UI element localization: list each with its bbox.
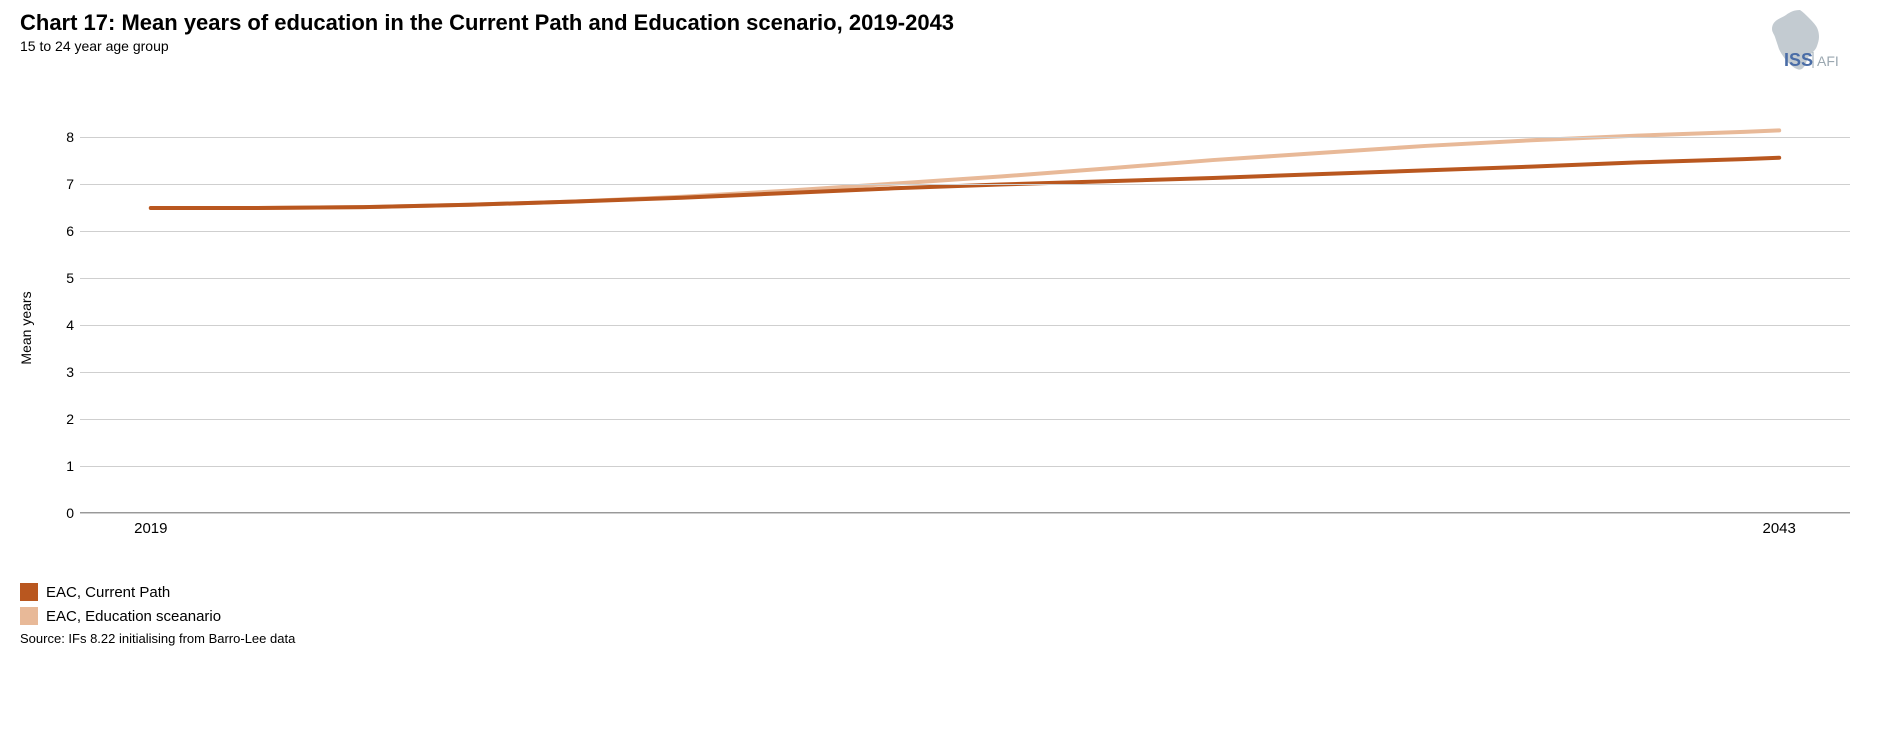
- legend: EAC, Current Path EAC, Education sceanari…: [20, 583, 1860, 625]
- plot-region: 01234567820192043: [80, 113, 1850, 513]
- grid-line: [80, 231, 1850, 232]
- grid-line: [80, 325, 1850, 326]
- legend-item: EAC, Current Path: [20, 583, 1860, 601]
- grid-line: [80, 466, 1850, 467]
- y-tick-label: 4: [54, 317, 74, 333]
- logo-text-iss: ISS: [1784, 50, 1813, 70]
- y-tick-label: 3: [54, 364, 74, 380]
- grid-line: [80, 278, 1850, 279]
- y-tick-label: 6: [54, 223, 74, 239]
- x-tick-label: 2019: [134, 520, 167, 537]
- source-text: Source: IFs 8.22 initialising from Barro…: [20, 631, 1860, 646]
- grid-line: [80, 184, 1850, 185]
- legend-swatch: [20, 607, 38, 625]
- header: Chart 17: Mean years of education in the…: [20, 10, 1860, 83]
- legend-label: EAC, Education sceanario: [46, 608, 221, 625]
- y-tick-label: 8: [54, 129, 74, 145]
- chart-subtitle: 15 to 24 year age group: [20, 38, 1750, 54]
- legend-swatch: [20, 583, 38, 601]
- chart-title: Chart 17: Mean years of education in the…: [20, 10, 1750, 36]
- title-block: Chart 17: Mean years of education in the…: [20, 10, 1750, 54]
- lines-svg: [80, 113, 1850, 513]
- y-tick-label: 7: [54, 176, 74, 192]
- y-tick-label: 1: [54, 458, 74, 474]
- y-tick-label: 0: [54, 505, 74, 521]
- iss-afi-logo: ISS AFI: [1750, 8, 1850, 83]
- legend-item: EAC, Education sceanario: [20, 607, 1860, 625]
- grid-line: [80, 419, 1850, 420]
- chart-area: Mean years 01234567820192043: [40, 113, 1860, 543]
- grid-line: [80, 513, 1850, 514]
- x-tick-label: 2043: [1763, 520, 1796, 537]
- grid-line: [80, 137, 1850, 138]
- y-tick-label: 2: [54, 411, 74, 427]
- grid-line: [80, 372, 1850, 373]
- y-tick-label: 5: [54, 270, 74, 286]
- legend-label: EAC, Current Path: [46, 584, 170, 601]
- series-line: [151, 130, 1779, 208]
- y-axis-label: Mean years: [18, 291, 34, 364]
- chart-container: Chart 17: Mean years of education in the…: [0, 0, 1880, 739]
- logo-text-afi: AFI: [1817, 53, 1839, 69]
- logo-svg: ISS AFI: [1750, 8, 1850, 78]
